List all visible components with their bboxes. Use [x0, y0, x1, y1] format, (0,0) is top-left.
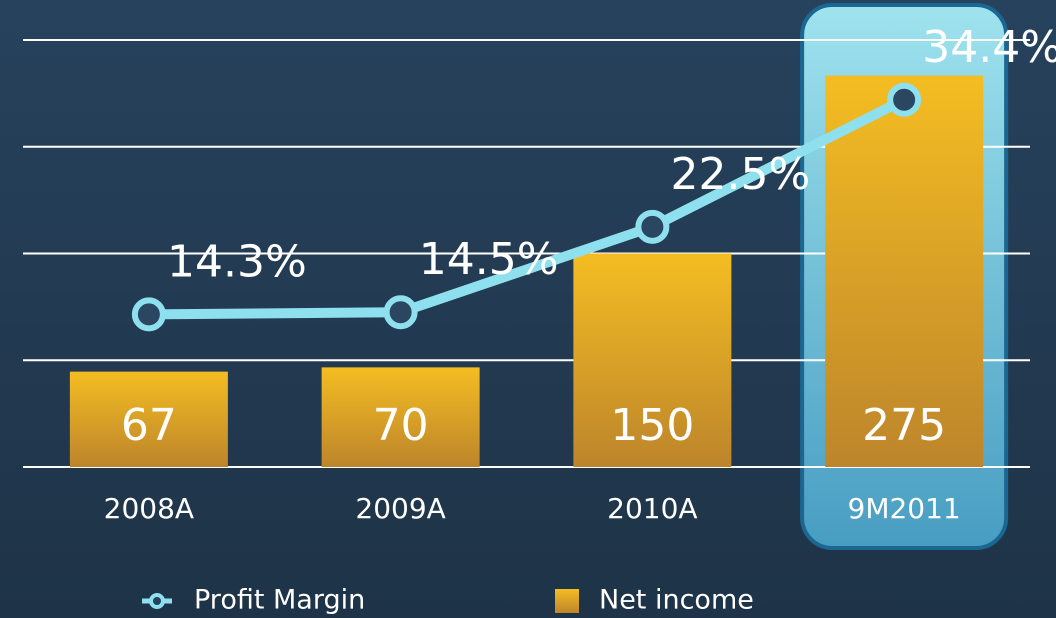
legend-label: Profit Margin — [194, 585, 365, 616]
x-tick-label: 2008A — [104, 492, 194, 525]
line-value-label: 22.5% — [670, 149, 810, 200]
bar-value-label: 150 — [610, 400, 694, 451]
line-value-label: 34.4% — [922, 22, 1056, 73]
bar-value-label: 70 — [373, 400, 429, 451]
bar — [69, 371, 228, 467]
x-tick-label: 9M2011 — [848, 492, 961, 525]
line — [148, 95, 907, 320]
x-tick-label: 2009A — [355, 492, 445, 525]
line-value-label: 14.3% — [167, 236, 307, 287]
bar — [321, 367, 480, 467]
bar-value-label: 67 — [121, 400, 177, 451]
line-value-label: 14.5% — [419, 234, 559, 285]
line-point — [131, 297, 166, 332]
legend-marker — [149, 593, 165, 609]
line-point — [887, 82, 922, 117]
x-tick-label: 2010A — [607, 492, 697, 525]
line-point — [635, 209, 670, 244]
bar — [573, 253, 732, 467]
bar — [825, 75, 984, 467]
bar-value-label: 275 — [862, 400, 946, 451]
legend-swatch — [555, 589, 579, 613]
legend-label: Net income — [599, 585, 754, 616]
line-point — [383, 295, 418, 330]
